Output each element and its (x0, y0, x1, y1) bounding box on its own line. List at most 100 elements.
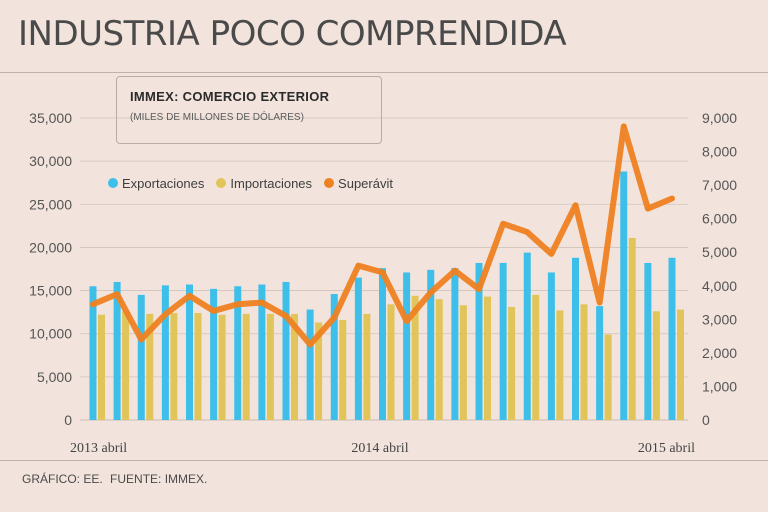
point-superavit (91, 302, 95, 307)
point-superavit (404, 319, 409, 324)
bar-importaciones (604, 334, 612, 420)
x-axis-label: 2015 abril (638, 441, 695, 456)
page-title: INDUSTRIA POCO COMPRENDIDA (18, 14, 567, 54)
right-axis-tick-label: 3,000 (702, 311, 737, 327)
point-superavit (525, 230, 530, 235)
bar-exportaciones (234, 286, 242, 420)
right-axis-tick-label: 6,000 (702, 211, 737, 227)
bar-exportaciones (258, 284, 266, 420)
right-axis-tick-label: 1,000 (702, 378, 737, 394)
bar-exportaciones (523, 252, 531, 420)
bar-exportaciones (282, 281, 290, 420)
footer-fuente: FUENTE: IMMEX. (110, 472, 208, 486)
chart-title: IMMEX: COMERCIO EXTERIOR (130, 89, 330, 104)
bar-importaciones (266, 313, 274, 420)
bar-exportaciones (475, 262, 483, 420)
legend-label-exportaciones: Exportaciones (122, 175, 205, 191)
bar-exportaciones (210, 288, 218, 420)
left-axis-tick-label: 5,000 (37, 369, 72, 385)
bar-importaciones (146, 313, 154, 420)
point-superavit (284, 313, 288, 318)
right-axis-tick-label: 0 (702, 412, 710, 428)
bar-exportaciones (668, 257, 676, 420)
bar-importaciones (315, 322, 323, 420)
bar-exportaciones (354, 277, 362, 420)
bar-importaciones (556, 310, 564, 420)
left-axis-tick-label: 10,000 (29, 326, 72, 342)
bar-exportaciones (330, 294, 338, 420)
point-superavit (645, 206, 650, 211)
x-axis-label: 2013 abril (70, 441, 127, 456)
legend-item-importaciones: Importaciones (216, 176, 312, 191)
left-axis-tick-label: 0 (64, 412, 72, 428)
point-superavit (452, 268, 457, 273)
x-axis-label: 2014 abril (351, 441, 408, 456)
point-superavit (573, 203, 578, 208)
bar-exportaciones (161, 285, 169, 420)
bar-exportaciones (499, 262, 507, 420)
bar-exportaciones (620, 171, 628, 420)
point-superavit (356, 263, 361, 268)
right-axis-tick-label: 5,000 (702, 244, 737, 260)
bar-exportaciones (572, 257, 579, 420)
point-superavit (670, 196, 674, 201)
bar-importaciones (459, 305, 467, 420)
bar-importaciones (652, 311, 660, 420)
point-superavit (501, 221, 506, 226)
bar-exportaciones (596, 306, 604, 420)
bar-exportaciones (644, 262, 652, 420)
point-superavit (163, 312, 168, 317)
point-superavit (115, 292, 120, 297)
bar-importaciones (532, 294, 540, 420)
point-superavit (477, 287, 481, 292)
bar-importaciones (411, 295, 419, 420)
right-axis-tick-label: 2,000 (702, 345, 737, 361)
point-superavit (549, 251, 554, 256)
bar-exportaciones (379, 268, 386, 420)
point-superavit (428, 290, 433, 295)
point-superavit (235, 302, 240, 307)
legend-dot-exportaciones (108, 178, 118, 188)
left-axis-tick-label: 20,000 (29, 239, 72, 255)
point-superavit (380, 270, 385, 275)
bar-importaciones (484, 296, 491, 420)
legend-label-importaciones: Importaciones (230, 175, 313, 191)
legend-dot-importaciones (216, 178, 227, 188)
bar-exportaciones (547, 272, 555, 420)
left-axis-tick-label: 35,000 (29, 110, 72, 126)
bar-exportaciones (306, 309, 314, 420)
bar-importaciones (628, 237, 636, 420)
left-axis-tick-label: 15,000 (29, 283, 72, 299)
legend-item-exportaciones: Exportaciones (108, 176, 204, 191)
bar-importaciones (435, 299, 443, 420)
point-superavit (259, 300, 264, 305)
bar-exportaciones (137, 294, 145, 420)
bar-importaciones (291, 313, 298, 420)
bar-importaciones (170, 313, 178, 420)
chart-legend: Exportaciones Importaciones Superávit (108, 174, 405, 192)
legend-dot-superavit (324, 178, 335, 188)
point-superavit (187, 293, 192, 298)
bar-exportaciones (89, 286, 97, 420)
bar-exportaciones (186, 284, 193, 420)
footer: GRÁFICO: EE. FUENTE: IMMEX. (22, 472, 211, 486)
bar-importaciones (218, 314, 226, 420)
bar-exportaciones (427, 269, 435, 420)
footer-grafico: GRÁFICO: EE. (22, 472, 103, 486)
bar-importaciones (194, 313, 202, 420)
left-axis-tick-label: 25,000 (29, 196, 72, 212)
point-superavit (332, 315, 337, 320)
bar-importaciones (387, 304, 395, 420)
bar-importaciones (98, 314, 105, 420)
chart-subtitle: (MILES DE MILLONES DE DÓLARES) (130, 112, 304, 123)
legend-item-superavit: Superávit (324, 176, 393, 191)
right-axis-tick-label: 4,000 (702, 278, 737, 294)
bar-importaciones (122, 311, 130, 420)
right-axis-tick-label: 9,000 (702, 110, 737, 126)
top-divider (0, 72, 768, 73)
point-superavit (597, 300, 602, 305)
bar-importaciones (677, 309, 684, 420)
chart-title-box: IMMEX: COMERCIO EXTERIOR (MILES DE MILLO… (116, 76, 382, 144)
bar-importaciones (339, 319, 347, 420)
